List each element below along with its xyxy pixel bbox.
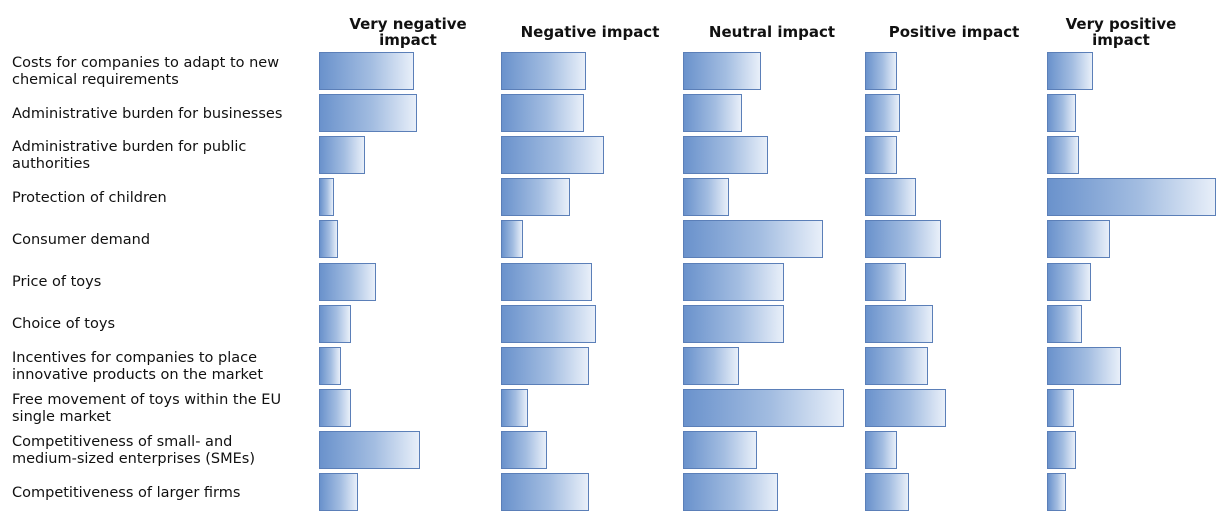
bar xyxy=(683,94,742,132)
bar xyxy=(1047,52,1093,90)
column-header: Very negative impact xyxy=(349,15,467,49)
bar xyxy=(865,305,933,343)
row-label: Costs for companies to adapt to new chem… xyxy=(12,55,280,88)
bar xyxy=(865,178,916,216)
bar xyxy=(319,220,338,258)
bar xyxy=(319,431,420,469)
column-header: Positive impact xyxy=(888,23,1020,41)
bar xyxy=(319,136,365,174)
bar xyxy=(683,136,768,174)
bar xyxy=(1047,431,1076,469)
bar xyxy=(683,431,757,469)
row-label: Incentives for companies to place innova… xyxy=(12,349,264,383)
bar xyxy=(501,220,523,258)
bar xyxy=(683,389,844,427)
row-label: Choice of toys xyxy=(12,316,115,333)
column-header: Negative impact xyxy=(520,23,660,41)
bar xyxy=(865,136,897,174)
bar xyxy=(501,263,592,301)
bar xyxy=(1047,389,1074,427)
bar xyxy=(319,94,417,132)
bar xyxy=(501,305,596,343)
row-label: Competitiveness of small- and medium-siz… xyxy=(12,433,256,467)
bar xyxy=(319,347,341,385)
bar xyxy=(1047,178,1216,216)
bar xyxy=(865,431,897,469)
bar xyxy=(1047,220,1110,258)
bar xyxy=(683,263,784,301)
bar xyxy=(501,389,528,427)
bar xyxy=(683,473,778,511)
bar xyxy=(319,305,351,343)
bar xyxy=(501,473,589,511)
bar xyxy=(319,473,358,511)
bar xyxy=(501,94,584,132)
bar xyxy=(501,347,589,385)
column-header: Very positive impact xyxy=(1065,15,1177,49)
bar xyxy=(319,263,376,301)
bar xyxy=(501,431,547,469)
bar xyxy=(1047,263,1091,301)
bar xyxy=(865,389,946,427)
bar xyxy=(683,52,761,90)
row-label: Consumer demand xyxy=(12,231,151,248)
bar xyxy=(1047,473,1066,511)
bar xyxy=(1047,305,1082,343)
bar xyxy=(865,94,900,132)
bar xyxy=(683,347,739,385)
bar xyxy=(865,347,928,385)
bar xyxy=(683,305,784,343)
bar xyxy=(1047,347,1121,385)
row-label: Price of toys xyxy=(12,274,102,290)
bar xyxy=(501,178,570,216)
bar xyxy=(319,52,414,90)
column-header: Neutral impact xyxy=(708,23,836,41)
bar xyxy=(683,220,823,258)
bar xyxy=(865,220,941,258)
bar xyxy=(865,473,909,511)
bar xyxy=(865,52,897,90)
bar xyxy=(1047,94,1076,132)
row-label: Free movement of toys within the EU sing… xyxy=(12,391,282,425)
bar xyxy=(319,389,351,427)
bar xyxy=(683,178,729,216)
bar xyxy=(501,136,604,174)
row-label: Protection of children xyxy=(12,189,167,206)
bar xyxy=(501,52,586,90)
bar xyxy=(319,178,334,216)
row-label: Administrative burden for businesses xyxy=(12,105,283,122)
bar xyxy=(865,263,906,301)
row-label: Administrative burden for public authori… xyxy=(12,139,247,173)
row-label: Competitiveness of larger firms xyxy=(12,484,241,501)
bar xyxy=(1047,136,1079,174)
